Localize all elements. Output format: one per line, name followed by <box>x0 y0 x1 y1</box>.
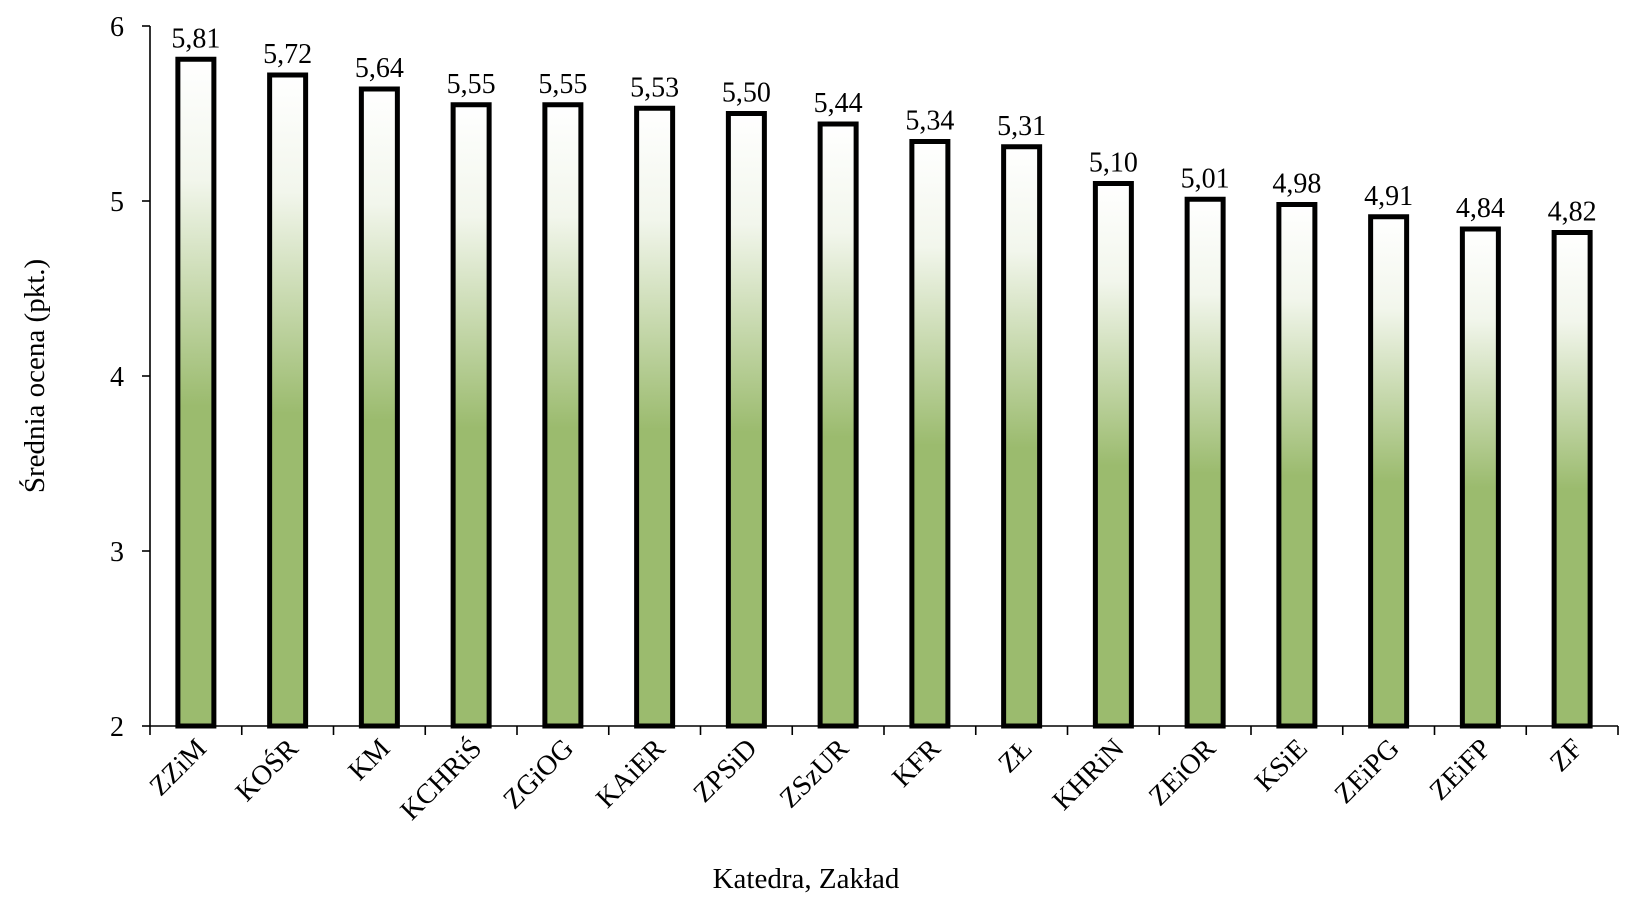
y-tick-label: 3 <box>110 537 124 568</box>
data-label: 5,10 <box>1089 148 1138 179</box>
y-tick-label: 4 <box>110 362 124 393</box>
y-tick-label: 2 <box>110 712 124 743</box>
bar-KSiE <box>1276 202 1318 729</box>
bar-KFR <box>909 139 951 729</box>
bar-KOŚR <box>267 72 309 729</box>
data-label: 4,84 <box>1456 193 1505 224</box>
bar-ZZiM <box>175 56 217 729</box>
y-tick-label: 6 <box>110 12 124 43</box>
x-tick-label: ZŁ <box>992 733 1038 779</box>
bar-ZEiOR <box>1184 196 1226 729</box>
data-label: 5,50 <box>722 78 771 109</box>
bar-ZF <box>1551 230 1593 729</box>
bar-ZEiPG <box>1368 214 1410 729</box>
x-tick-label: ZEiOR <box>1143 733 1222 812</box>
bar-KAiER <box>634 105 676 729</box>
data-label: 4,98 <box>1272 169 1321 200</box>
x-tick-label: KOŚR <box>230 733 305 808</box>
data-label: 5,31 <box>997 111 1046 142</box>
x-axis-title: Katedra, Zakład <box>713 863 900 895</box>
data-label: 5,53 <box>630 72 679 103</box>
bar-KM <box>358 86 400 729</box>
bar-KHRiN <box>1092 181 1134 729</box>
data-label: 5,55 <box>447 69 496 100</box>
x-tick-label: KFR <box>886 733 947 794</box>
bar-ZEiFP <box>1459 226 1501 729</box>
bar-ZSzUR <box>817 121 859 729</box>
data-label: 5,55 <box>538 69 587 100</box>
data-label: 5,81 <box>171 23 220 54</box>
x-tick-label: KCHRiŚ <box>395 733 488 826</box>
bar-ZŁ <box>1001 144 1043 729</box>
data-labels-group: 5,81 5,72 5,64 5,55 5,55 5,53 5,50 5,44 5,34 5,31… <box>171 23 1596 227</box>
data-label: 5,34 <box>905 106 954 137</box>
bar-ZPSiD <box>725 111 767 729</box>
x-tick-label: ZEiFP <box>1424 733 1498 807</box>
y-tick-label: 5 <box>110 187 124 218</box>
data-label: 5,64 <box>355 53 404 84</box>
bar-KCHRiŚ <box>450 102 492 729</box>
data-label: 4,82 <box>1548 197 1597 228</box>
data-label: 4,91 <box>1364 181 1413 212</box>
x-tick-label: ZZiM <box>144 733 213 802</box>
x-tick-label: KSiE <box>1249 733 1314 798</box>
x-tick-label: KHRiN <box>1047 733 1131 817</box>
data-label: 5,01 <box>1181 163 1230 194</box>
x-tick-label: ZEiPG <box>1329 733 1406 810</box>
y-ticks-group: 2 3 4 5 6 <box>110 12 150 743</box>
y-axis-title: Średnia ocena (pkt.) <box>18 259 51 493</box>
data-label: 5,72 <box>263 39 312 70</box>
data-label: 5,44 <box>814 88 863 119</box>
bars-group <box>175 56 1593 729</box>
bar-ZGiOG <box>542 102 584 729</box>
x-tick-label: ZSzUR <box>774 733 856 815</box>
x-tick-label: KM <box>342 733 396 787</box>
x-tick-label: ZGiOG <box>497 733 579 815</box>
x-tick-label: KAiER <box>590 733 672 815</box>
x-tick-label: ZF <box>1544 733 1589 778</box>
x-tick-label: ZPSiD <box>687 733 763 809</box>
